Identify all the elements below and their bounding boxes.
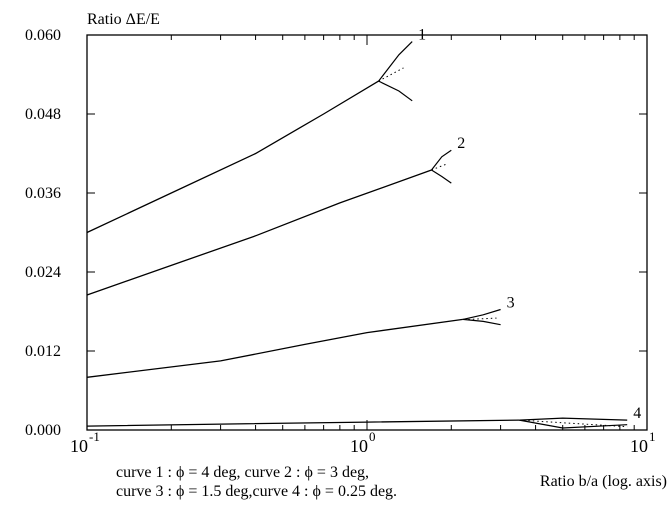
curve-4-label: 4 bbox=[633, 405, 641, 422]
curve-3-label: 3 bbox=[507, 295, 515, 312]
x-tick-label: 10 -1 bbox=[70, 429, 100, 456]
curve-2-upper-branch bbox=[431, 149, 452, 171]
y-axis-label: Ratio ΔE/E bbox=[87, 11, 160, 28]
x-tick-exponent: 1 bbox=[649, 429, 656, 444]
curve-3-upper-branch bbox=[462, 308, 501, 320]
y-tick-label: 0.000 bbox=[25, 422, 61, 439]
curve-1 bbox=[86, 41, 413, 234]
curve-2-line bbox=[86, 169, 432, 296]
curve-4 bbox=[86, 417, 628, 429]
curve-4-dotted-branch bbox=[519, 419, 628, 428]
caption-line-2: curve 3 : ϕ = 1.5 deg,curve 4 : ϕ = 0.25… bbox=[116, 483, 397, 500]
curve-3-lower-branch bbox=[462, 318, 501, 326]
curve-4-line bbox=[86, 419, 520, 427]
x-tick-exponent: 0 bbox=[369, 429, 376, 444]
y-tick-label: 0.048 bbox=[25, 106, 61, 123]
curve-1-dotted-branch bbox=[378, 67, 404, 82]
y-tick-label: 0.036 bbox=[25, 185, 61, 202]
x-tick-base: 10 bbox=[70, 436, 88, 456]
x-axis-label: Ratio b/a (log. axis) bbox=[540, 473, 667, 490]
x-tick-exponent: -1 bbox=[89, 429, 100, 444]
y-tick-label: 0.024 bbox=[25, 264, 61, 281]
curve-3 bbox=[86, 308, 501, 378]
x-tick-base: 10 bbox=[630, 436, 648, 456]
x-tick-label: 10 0 bbox=[350, 429, 376, 456]
curve-1-lower-branch bbox=[378, 80, 413, 102]
curve-1-line bbox=[86, 80, 379, 234]
curve-3-dotted-branch bbox=[468, 317, 497, 320]
caption-line-1: curve 1 : ϕ = 4 deg, curve 2 : ϕ = 3 deg… bbox=[116, 464, 369, 481]
plot-frame bbox=[86, 34, 648, 431]
curve-2-label: 2 bbox=[457, 135, 465, 152]
y-tick-label: 0.060 bbox=[25, 27, 61, 44]
curve-1-label: 1 bbox=[418, 27, 426, 44]
curve-2 bbox=[86, 149, 452, 296]
curve-2-dotted-branch bbox=[431, 162, 449, 171]
curve-4-upper-branch bbox=[519, 417, 628, 421]
curve-3-line bbox=[86, 318, 463, 378]
x-tick-label: 10 1 bbox=[630, 429, 656, 456]
y-tick-label: 0.012 bbox=[25, 343, 61, 360]
x-tick-base: 10 bbox=[350, 436, 368, 456]
curve-2-lower-branch bbox=[431, 169, 452, 184]
curve-1-upper-branch bbox=[378, 41, 413, 82]
